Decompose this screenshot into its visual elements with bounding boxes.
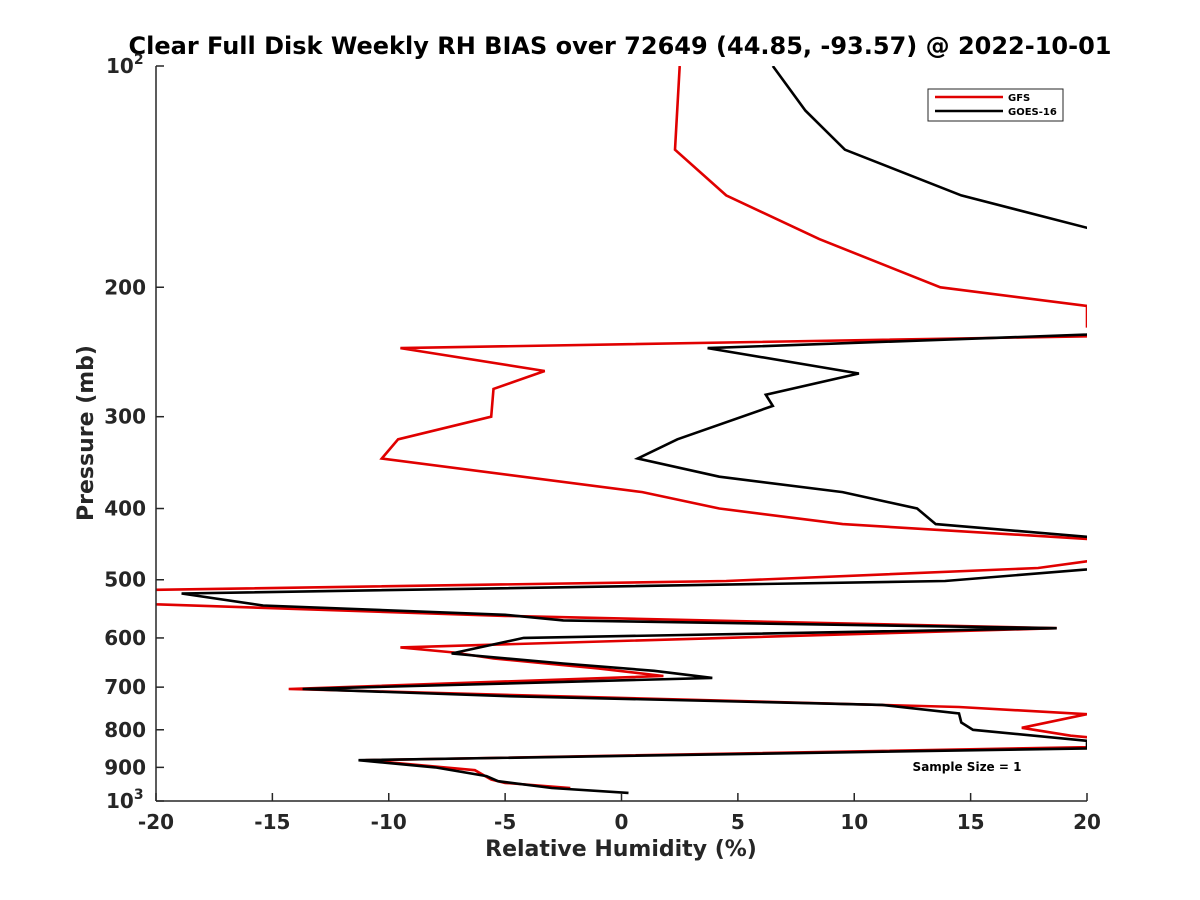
- series-line-goes-16: [181, 66, 1087, 795]
- y-tick-label: 700: [104, 675, 146, 699]
- series-layer: [156, 66, 1087, 795]
- x-tick-label: 0: [615, 810, 629, 834]
- x-axis-ticks: -20 -15 -10 -5 0 5 10 15 20: [138, 793, 1101, 834]
- y-axis-label: Pressure (mb): [74, 345, 99, 521]
- sample-size-annotation: Sample Size = 1: [913, 760, 1022, 774]
- y-tick-label: 800: [104, 718, 146, 742]
- x-tick-label: 15: [957, 810, 985, 834]
- x-tick-label: -5: [494, 810, 516, 834]
- y-tick-label: 300: [104, 405, 146, 429]
- legend: GFS GOES-16: [927, 88, 1064, 122]
- x-axis-label: Relative Humidity (%): [485, 837, 757, 862]
- series-line-gfs: [156, 66, 1087, 790]
- y-tick-label: 103: [106, 787, 144, 813]
- x-tick-label: -15: [254, 810, 290, 834]
- x-tick-label: 10: [840, 810, 868, 834]
- x-tick-label: -10: [371, 810, 407, 834]
- x-tick-label: 5: [731, 810, 745, 834]
- legend-label-goes16: GOES-16: [1008, 107, 1057, 118]
- y-tick-label: 600: [104, 626, 146, 650]
- x-tick-label: 20: [1073, 810, 1101, 834]
- y-axis-ticks: 102 200 300 400 500 600 700 800 900 103: [104, 52, 164, 813]
- y-tick-label: 200: [104, 275, 146, 299]
- legend-box: [927, 88, 1064, 122]
- y-tick-label: 102: [106, 52, 144, 78]
- chart-title: Clear Full Disk Weekly RH BIAS over 7264…: [129, 32, 1112, 60]
- legend-label-gfs: GFS: [1008, 93, 1030, 104]
- y-tick-label: 400: [104, 497, 146, 521]
- y-tick-label: 900: [104, 755, 146, 779]
- x-tick-label: -20: [138, 810, 174, 834]
- y-tick-label: 500: [104, 568, 146, 592]
